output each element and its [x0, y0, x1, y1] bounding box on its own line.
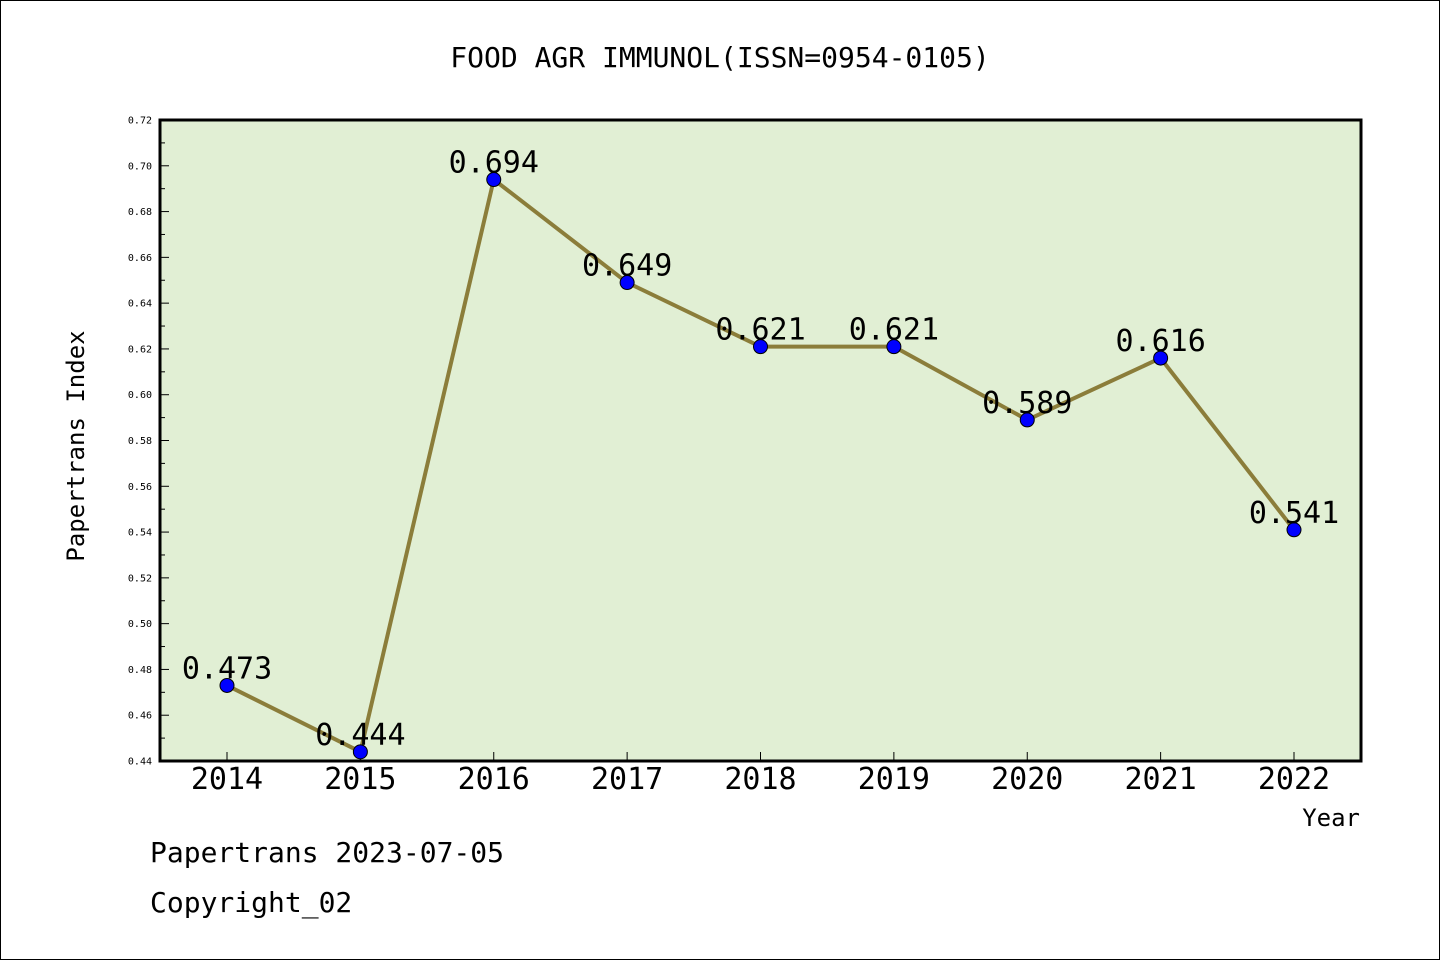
x-axis: 2014 2015 2016 2017 2018 2019 2020 2021 2022	[191, 752, 1330, 797]
y-tick-label: 0.46	[128, 711, 152, 722]
data-label: 0.616	[1115, 324, 1205, 359]
y-tick-label: 0.70	[128, 161, 152, 172]
data-label: 0.649	[582, 249, 672, 284]
footer-copyright: Copyright_02	[150, 886, 353, 919]
data-point	[1286, 522, 1302, 538]
y-tick-label: 0.54	[128, 528, 152, 539]
y-tick-label: 0.58	[128, 436, 152, 447]
y-tick-label: 0.62	[128, 344, 152, 355]
series-layer	[219, 172, 1302, 760]
footer-date: Papertrans 2023-07-05	[150, 836, 505, 869]
plot-area	[158, 118, 1363, 763]
data-point	[1153, 350, 1169, 366]
y-tick-label: 0.64	[128, 299, 152, 310]
data-label: 0.444	[315, 718, 405, 753]
y-tick-label: 0.60	[128, 390, 152, 401]
x-tick-label: 2016	[458, 762, 530, 797]
data-label: 0.694	[449, 146, 539, 181]
data-point	[619, 275, 635, 291]
y-tick-label: 0.50	[128, 619, 152, 630]
data-point	[486, 172, 502, 188]
x-tick-label: 2018	[724, 762, 796, 797]
y-tick-label: 0.52	[128, 573, 152, 584]
x-tick-label: 2015	[324, 762, 396, 797]
data-point	[753, 339, 768, 355]
x-tick-label: 2017	[591, 762, 663, 797]
data-label: 0.621	[849, 313, 939, 348]
data-point	[886, 339, 902, 355]
data-label: 0.589	[982, 386, 1072, 421]
x-tick-label: 2022	[1258, 762, 1330, 797]
y-axis: 0.44 0.46 0.48 0.50 0.52 0.54 0.56 0.58 0.60 0.62…	[128, 116, 169, 768]
y-tick-label: 0.56	[128, 482, 152, 493]
y-tick-label: 0.48	[128, 665, 152, 676]
x-tick-label: 2021	[1125, 762, 1197, 797]
y-axis-label: Papertrans Index	[62, 330, 90, 561]
data-label: 0.473	[182, 651, 272, 686]
y-tick-label: 0.44	[128, 757, 152, 768]
data-label: 0.541	[1249, 496, 1339, 531]
x-axis-label: Year	[1302, 804, 1360, 832]
y-tick-label: 0.72	[128, 116, 152, 127]
data-label: 0.621	[715, 313, 805, 348]
x-tick-label: 2014	[191, 762, 263, 797]
x-tick-label: 2019	[858, 762, 930, 797]
data-point	[352, 744, 368, 760]
chart-title: FOOD AGR IMMUNOL(ISSN=0954-0105)	[450, 41, 989, 74]
y-tick-label: 0.66	[128, 253, 152, 264]
data-point	[1019, 412, 1035, 428]
x-tick-label: 2020	[991, 762, 1063, 797]
data-point	[219, 677, 235, 693]
y-tick-label: 0.68	[128, 207, 152, 218]
data-label-layer: 0.473 0.444 0.694 0.649 0.621 0.621 0.589 0.616…	[182, 146, 1339, 753]
